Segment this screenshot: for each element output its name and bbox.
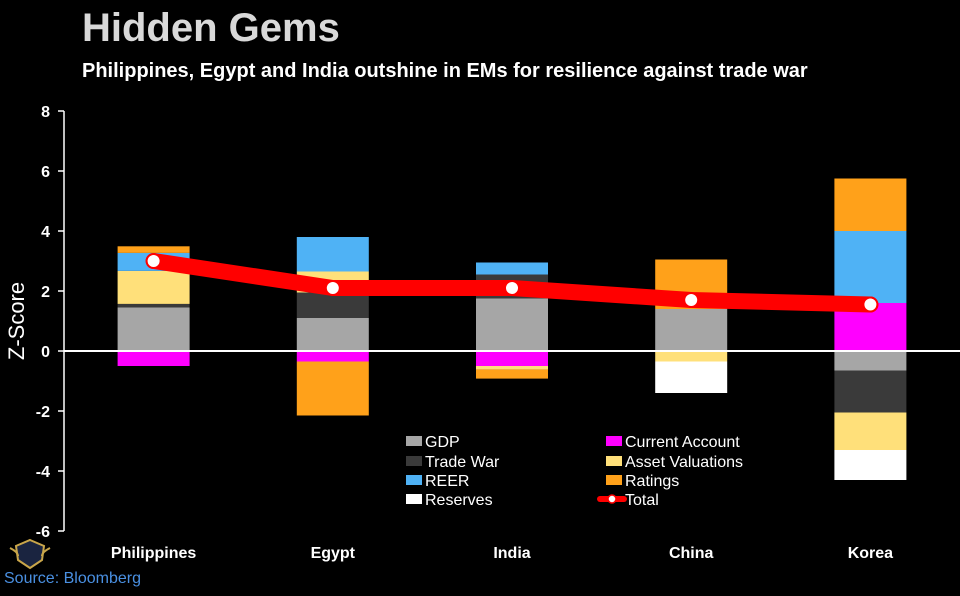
chart-title: Hidden Gems <box>82 6 340 50</box>
total-point <box>324 280 341 296</box>
bar-korea-gdp <box>834 351 907 371</box>
bar-korea-asset-valuations <box>834 412 907 450</box>
legend-swatch-ratings <box>606 475 622 485</box>
bar-india-asset-valuations <box>476 366 548 370</box>
bar-philippines-ratings <box>117 246 190 253</box>
total-point <box>862 296 879 313</box>
bar-china-asset-valuations <box>655 351 728 362</box>
legend-label-asset-valuations: Asset Valuations <box>625 454 743 471</box>
bar-korea-reer <box>834 231 907 303</box>
bar-india-ratings <box>476 369 548 379</box>
bar-china-reserves <box>655 361 728 393</box>
total-point <box>145 253 162 269</box>
bar-egypt-gdp <box>296 318 369 351</box>
legend-label-reserves: Reserves <box>425 492 493 509</box>
y-tick-label: 2 <box>41 284 50 301</box>
legend-swatch-current-account <box>606 436 622 446</box>
legend-label-current-account: Current Account <box>625 434 740 451</box>
legend-swatch-asset-valuations <box>606 456 622 466</box>
legend-swatch-trade-war <box>406 456 422 466</box>
y-tick-label: -4 <box>36 464 50 481</box>
bar-india-current-account <box>476 351 548 366</box>
x-tick-label: India <box>493 545 530 562</box>
y-tick-label: 4 <box>41 224 50 241</box>
bar-philippines-gdp <box>117 307 190 351</box>
bar-india-gdp <box>476 298 548 351</box>
bar-india-reer <box>476 262 548 275</box>
legend-label-ratings: Ratings <box>625 473 679 490</box>
bar-philippines-trade-war <box>117 303 190 308</box>
bar-egypt-trade-war <box>296 292 369 318</box>
legend-swatch-gdp <box>406 436 422 446</box>
y-tick-label: 8 <box>41 104 50 121</box>
chart-subtitle: Philippines, Egypt and India outshine in… <box>82 60 808 82</box>
y-tick-label: -6 <box>36 524 50 541</box>
total-point <box>683 292 700 308</box>
bar-korea-trade-war <box>834 370 907 413</box>
x-tick-label: China <box>669 545 714 562</box>
bar-korea-ratings <box>834 178 907 231</box>
y-tick-label: 0 <box>41 344 50 361</box>
logo-icon <box>9 538 51 570</box>
legend-label-trade-war: Trade War <box>425 454 500 471</box>
legend-swatch-reer <box>406 475 422 485</box>
total-point <box>504 280 520 296</box>
bar-philippines-asset-valuations <box>117 270 190 304</box>
x-tick-label: Philippines <box>111 545 196 562</box>
x-tick-label: Egypt <box>311 545 356 562</box>
bar-philippines-current-account <box>117 351 190 366</box>
legend-label-total: Total <box>625 492 659 509</box>
y-tick-label: -2 <box>36 404 50 421</box>
y-tick-label: 6 <box>41 164 50 181</box>
legend-label-gdp: GDP <box>425 434 460 451</box>
legend-label-reer: REER <box>425 473 469 490</box>
source-note: Source: Bloomberg <box>4 570 141 587</box>
bar-egypt-current-account <box>296 351 369 362</box>
bar-egypt-ratings <box>296 361 369 416</box>
y-axis-label: Z-Score <box>4 282 29 360</box>
legend-swatch-reserves <box>406 494 422 504</box>
bar-china-gdp <box>655 309 728 351</box>
bar-korea-reserves <box>834 450 907 480</box>
x-tick-label: Korea <box>848 545 893 562</box>
bar-egypt-reer <box>296 237 369 272</box>
legend-marker-total <box>607 494 617 504</box>
